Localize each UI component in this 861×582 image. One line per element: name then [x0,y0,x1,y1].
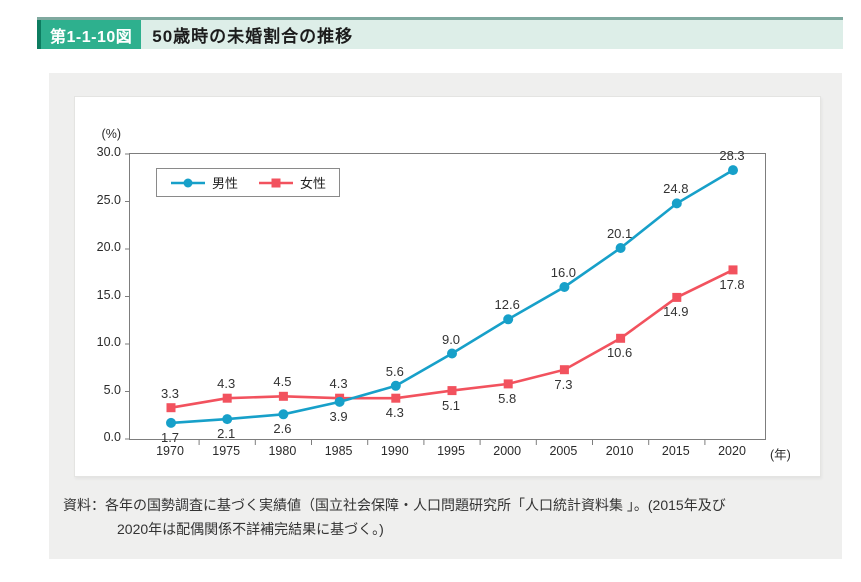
data-label: 10.6 [606,345,633,361]
y-tick-label: 0.0 [103,430,121,444]
chart-card: (%) 30.0 25.0 20.0 15.0 10.0 5.0 0.0 1970 1975 19… [74,96,821,477]
legend-item-female: 女性 [258,173,326,192]
data-label: 5.6 [385,363,404,379]
x-tick-label: 1995 [437,444,465,458]
figure-panel: (%) 30.0 25.0 20.0 15.0 10.0 5.0 0.0 1970 1975 19… [49,73,842,559]
x-tick-label: 2005 [549,444,578,458]
plot-area [125,153,766,445]
x-axis-unit-label: (年) [770,448,791,462]
data-point-marker [391,393,401,403]
data-point-marker [503,379,513,389]
data-label: 4.3 [329,376,348,392]
x-axis-ticks [198,439,706,445]
figure-number-badge: 第1-1-10図 [37,20,142,49]
data-point-marker [672,292,682,302]
legend-label-male: 男性 [212,176,239,191]
x-tick-label: 1970 [156,444,184,458]
data-point-marker [222,393,232,403]
data-point-marker [278,391,288,401]
figure-header: 第1-1-10図 50歳時の未婚割合の推移 [37,17,843,49]
data-label: 12.6 [494,297,520,313]
data-point-marker [559,282,570,292]
data-point-marker [559,365,569,375]
figure-title: 50歳時の未婚割合の推移 [152,27,354,46]
x-tick-label: 2010 [605,444,634,458]
data-point-marker [222,414,233,425]
x-tick-label: 1980 [268,444,297,458]
source-line-1: 資料：各年の国勢調査に基づく実績値（国立社会保障・人口問題研究所「人口統計資料集… [63,497,726,513]
data-point-marker [166,403,176,413]
x-tick-label: 1990 [380,444,409,458]
data-point-marker [671,198,682,209]
y-tick-label: 10.0 [96,335,121,349]
source-note: 資料：各年の国勢調査に基づく実績値（国立社会保障・人口問題研究所「人口統計資料集… [63,493,726,541]
data-point-marker [447,386,457,396]
data-point-marker [278,409,289,420]
data-label: 4.3 [217,376,236,392]
data-label: 3.3 [160,385,180,401]
data-label: 5.8 [498,390,517,406]
data-point-marker [616,333,626,343]
data-label: 1.7 [160,429,180,445]
data-point-marker [166,417,176,428]
data-point-marker [390,380,401,391]
data-label: 20.1 [606,226,633,242]
y-tick-label: 5.0 [103,382,121,397]
data-point-marker [615,243,626,253]
data-point-marker [728,165,738,176]
y-axis-ticks [125,153,130,440]
data-point-marker [447,348,457,359]
x-tick-label: 1975 [212,444,241,458]
legend-item-male: 男性 [170,173,238,192]
source-line-2: 2020年は配偶関係不詳補完結果に基づく。) [117,521,384,537]
female-series-marker-icon [259,178,294,187]
legend: 男性 女性 [156,168,341,197]
x-tick-label: 2000 [493,444,522,458]
data-label: 5.1 [441,397,461,413]
data-label: 9.0 [441,331,461,347]
data-label: 28.3 [719,148,745,164]
data-label: 7.3 [554,376,573,392]
y-tick-label: 20.0 [96,240,121,254]
male-series-marker-icon [171,178,205,187]
data-label: 16.0 [550,265,577,280]
data-point-marker [728,265,738,275]
data-label: 14.9 [663,304,689,320]
y-tick-label: 25.0 [96,192,121,207]
data-label: 4.5 [273,374,292,390]
y-tick-label: 15.0 [96,287,121,302]
data-point-marker [334,396,345,407]
data-point-marker [503,314,514,325]
data-label: 17.8 [719,276,745,292]
data-label: 24.8 [663,181,689,197]
line-chart-svg [125,153,738,445]
y-axis-unit-label: (%) [101,127,121,141]
y-tick-label: 30.0 [96,145,121,159]
legend-label-female: 女性 [300,176,327,191]
data-label: 2.1 [217,426,236,442]
data-label: 2.6 [273,421,292,437]
data-label: 3.9 [329,408,348,424]
x-tick-label: 1985 [324,444,353,458]
x-tick-label: 2020 [718,444,746,458]
data-label: 4.3 [385,405,404,421]
series-0-line [166,165,738,428]
x-tick-label: 2015 [661,444,690,458]
